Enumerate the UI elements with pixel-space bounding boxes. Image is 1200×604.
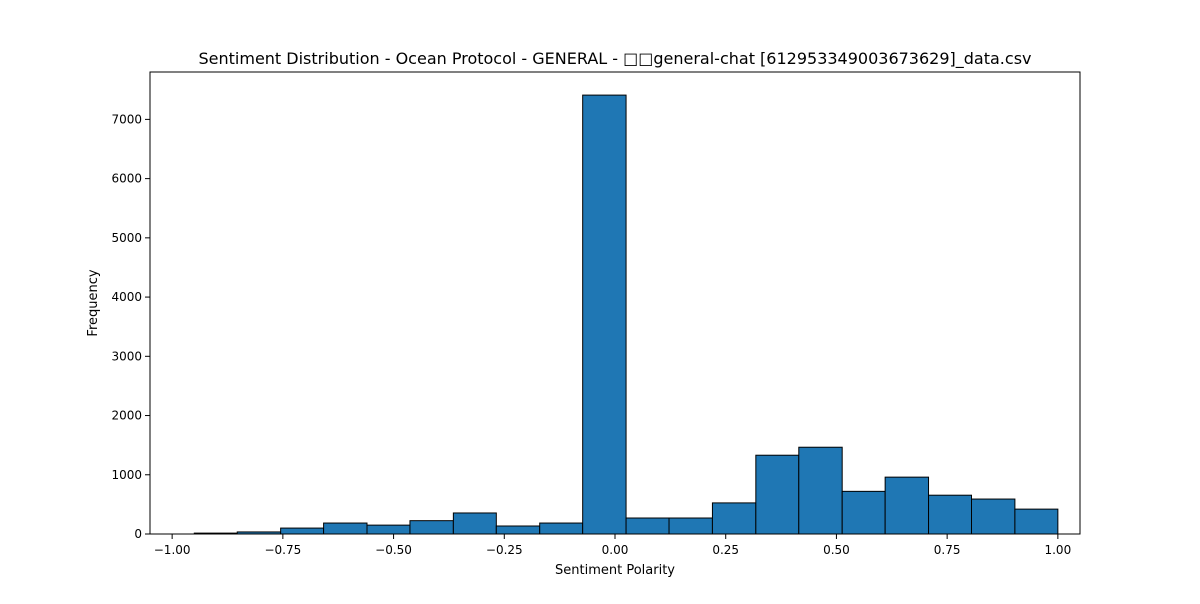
histogram-bar	[841, 490, 886, 535]
x-axis-ticks: −1.00 −0.75 −0.50 −0.25 0.00 0.25 0.50 0.75 1.00	[154, 534, 1071, 557]
histogram-bar	[711, 502, 757, 535]
histogram-bar	[928, 494, 972, 535]
histogram-bar	[366, 524, 411, 535]
y-tick-label: 2000	[111, 409, 142, 423]
y-tick-label: 1000	[111, 468, 142, 482]
histogram-bars	[193, 94, 1059, 535]
histogram-bar	[668, 517, 713, 535]
y-axis-label: Frequency	[86, 269, 101, 336]
x-axis-label: Sentiment Polarity	[555, 563, 675, 578]
histogram-bar	[625, 517, 670, 535]
histogram-bar	[971, 498, 1016, 535]
histogram-bar	[755, 454, 800, 535]
x-tick-label: 0.25	[712, 543, 739, 557]
histogram-bar	[798, 446, 843, 535]
histogram-bar	[323, 522, 368, 535]
y-tick-label: 4000	[111, 290, 142, 304]
y-tick-label: 7000	[111, 112, 142, 126]
histogram-bar	[884, 476, 930, 535]
histogram-bar	[582, 94, 627, 535]
x-tick-label: −1.00	[154, 543, 191, 557]
histogram-bar	[539, 522, 584, 535]
y-tick-label: 6000	[111, 172, 142, 186]
x-tick-label: 0.00	[602, 543, 629, 557]
x-tick-label: 1.00	[1044, 543, 1071, 557]
x-tick-label: 0.75	[934, 543, 961, 557]
histogram-bar	[495, 525, 541, 535]
x-tick-label: −0.25	[486, 543, 523, 557]
y-tick-label: 0	[134, 527, 142, 541]
x-tick-label: 0.50	[823, 543, 850, 557]
x-tick-label: −0.75	[264, 543, 301, 557]
y-axis-ticks: 0 1000 2000 3000 4000 5000 6000 7000	[111, 112, 150, 541]
histogram-bar	[280, 527, 325, 535]
histogram-bar	[1014, 508, 1059, 535]
x-tick-label: −0.50	[375, 543, 412, 557]
y-tick-label: 3000	[111, 349, 142, 363]
y-tick-label: 5000	[111, 231, 142, 245]
histogram-bar	[409, 520, 454, 535]
chart-title: Sentiment Distribution - Ocean Protocol …	[199, 49, 1032, 69]
histogram-bar	[452, 512, 497, 535]
